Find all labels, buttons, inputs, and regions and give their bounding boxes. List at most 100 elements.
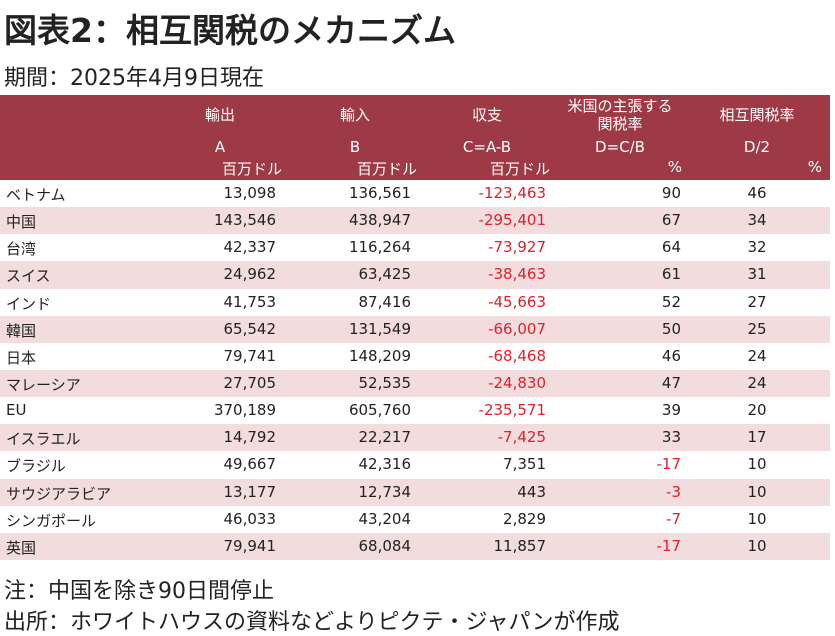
- cell: 22,217: [358, 428, 412, 447]
- cell: 32: [747, 238, 767, 257]
- cell: 12,734: [358, 482, 412, 501]
- cell: 143,546: [213, 211, 276, 230]
- cell: -3: [666, 482, 681, 501]
- row-label: 日本: [6, 348, 37, 367]
- cell: 370,189: [213, 401, 276, 420]
- column-header: 収支: [471, 106, 502, 124]
- cell: -17: [656, 455, 682, 474]
- row-label: 台湾: [6, 240, 37, 259]
- cell: 52,535: [358, 373, 412, 392]
- cell: 79,941: [223, 536, 277, 555]
- cell: 49,667: [223, 455, 277, 474]
- cell: -73,927: [488, 238, 546, 257]
- cell: 11,857: [493, 536, 547, 555]
- cell: -7,425: [497, 428, 546, 447]
- cell: 68,084: [358, 536, 412, 555]
- cell: 443: [517, 482, 546, 501]
- cell: -68,468: [488, 346, 546, 365]
- row-stripe: [0, 478, 830, 506]
- row-label: 中国: [6, 213, 37, 232]
- cell: 39: [661, 401, 681, 420]
- cell: 2,829: [503, 509, 546, 528]
- cell: 116,264: [348, 238, 411, 257]
- row-label: マレーシア: [6, 375, 81, 394]
- cell: 438,947: [348, 211, 411, 230]
- cell: 10: [747, 482, 767, 501]
- cell: 148,209: [348, 346, 411, 365]
- cell: 10: [747, 455, 767, 474]
- cell: -45,663: [488, 292, 546, 311]
- row-stripe: [0, 315, 830, 343]
- source: 出所：ホワイトハウスの資料などよりピクテ・ジャパンが作成: [4, 610, 620, 635]
- cell: 20: [747, 401, 767, 420]
- cell: 33: [661, 428, 681, 447]
- cell: 87,416: [358, 292, 412, 311]
- column-code: D/2: [743, 138, 771, 156]
- cell: 43,204: [358, 509, 412, 528]
- column-unit: 百万ドル: [221, 160, 282, 178]
- cell: -24,830: [488, 373, 546, 392]
- cell: -17: [656, 536, 682, 555]
- cell: 64: [661, 238, 681, 257]
- title: 図表2：相互関税のメカニズム: [4, 11, 456, 50]
- column-code: D=C/B: [595, 138, 645, 156]
- column-code: A: [214, 138, 226, 156]
- cell: 24,962: [223, 265, 277, 284]
- row-label: EU: [6, 401, 27, 420]
- cell: 131,549: [348, 319, 411, 338]
- cell: 25: [747, 319, 767, 338]
- column-unit: %: [667, 158, 682, 176]
- cell: 17: [747, 428, 767, 447]
- row-stripe: [0, 532, 830, 560]
- cell: 79,741: [223, 346, 277, 365]
- cell: 7,351: [503, 455, 546, 474]
- column-unit: 百万ドル: [356, 160, 417, 178]
- cell: -235,571: [478, 401, 546, 420]
- row-stripe: [0, 369, 830, 398]
- cell: 46: [747, 184, 767, 202]
- column-code: C=A-B: [462, 138, 512, 156]
- cell: 24: [747, 373, 767, 392]
- column-header: 関税率: [597, 115, 643, 133]
- cell: 46,033: [223, 509, 277, 528]
- cell: 47: [661, 373, 681, 392]
- column-header: 相互関税率: [719, 106, 795, 124]
- cell: -123,463: [478, 184, 546, 202]
- column-header: 輸入: [339, 106, 370, 124]
- cell: 13,098: [223, 184, 277, 202]
- cell: 61: [661, 265, 681, 284]
- row-label: 韓国: [6, 321, 37, 340]
- cell: -295,401: [478, 211, 546, 230]
- cell: 67: [661, 211, 681, 230]
- row-label: シンガポール: [6, 511, 97, 530]
- cell: 42,337: [223, 238, 277, 257]
- cell: 10: [747, 536, 767, 555]
- row-label: イスラエル: [6, 430, 81, 449]
- cell: 14,792: [223, 428, 277, 447]
- cell: 10: [747, 509, 767, 528]
- note: 注：中国を除き90日間停止: [4, 579, 274, 604]
- cell: 24: [747, 346, 767, 365]
- row-label: ベトナム: [6, 186, 66, 204]
- cell: -7: [666, 509, 681, 528]
- subtitle: 期間：2025年4月9日現在: [4, 66, 264, 91]
- cell: 34: [747, 211, 767, 230]
- row-stripe: [0, 424, 830, 452]
- row-label: スイス: [6, 267, 51, 286]
- row-stripe: [0, 261, 830, 289]
- cell: 50: [661, 319, 681, 338]
- column-code: B: [349, 138, 361, 156]
- column-unit: 百万ドル: [489, 160, 550, 178]
- cell: 65,542: [223, 319, 277, 338]
- cell: 41,753: [223, 292, 277, 311]
- cell: -66,007: [488, 319, 546, 338]
- cell: 27,705: [223, 373, 277, 392]
- cell: 136,561: [348, 184, 411, 202]
- cell: 605,760: [348, 401, 411, 420]
- column-header: 輸出: [204, 106, 235, 124]
- column-header: 米国の主張する: [567, 97, 673, 115]
- cell: 13,177: [223, 482, 277, 501]
- cell: 31: [747, 265, 767, 284]
- row-label: 英国: [6, 538, 37, 557]
- row-label: インド: [6, 294, 52, 313]
